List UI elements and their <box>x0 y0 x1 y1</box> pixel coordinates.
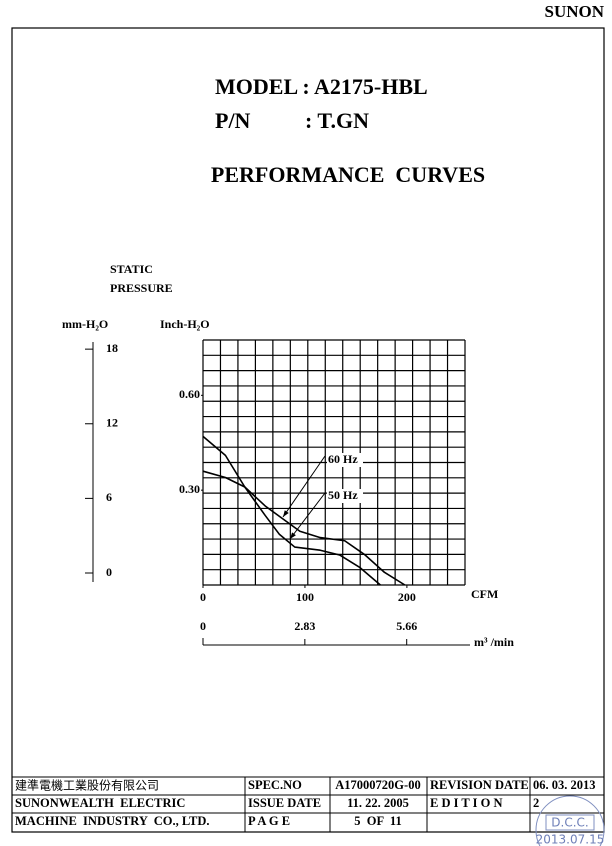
y-unit: Inch-H₂O <box>160 317 210 331</box>
x-tick-label: 200 <box>398 590 416 604</box>
x-tick-label: 0 <box>200 590 206 604</box>
y-label: STATIC <box>110 262 153 276</box>
page-title: PERFORMANCE CURVES <box>211 162 485 187</box>
model: MODEL : A2175-HBL <box>215 74 428 99</box>
footer-cell: 5 OF 11 <box>354 814 401 828</box>
footer-cell: SPEC.NO <box>248 778 302 792</box>
x2-label: m³ /min <box>474 635 514 649</box>
company: SUNONWEALTH ELECTRIC <box>15 796 185 810</box>
footer-cell: A17000720G-00 <box>335 778 420 792</box>
pn-label: P/N <box>215 108 251 133</box>
footer <box>12 776 604 832</box>
x-label: CFM <box>471 587 498 601</box>
footer-cell: P A G E <box>248 814 290 828</box>
pn: : T.GN <box>305 108 369 133</box>
footer-cell: 2 <box>533 796 539 810</box>
x2-tick-label: 0 <box>200 619 206 633</box>
series-line <box>202 470 381 586</box>
footer-cell: 11. 22. 2005 <box>347 796 409 810</box>
y-tick-label: 0.60 <box>179 387 200 401</box>
arrow-head <box>290 532 296 539</box>
stamp <box>535 795 605 846</box>
footer-cell: ISSUE DATE <box>248 796 321 810</box>
stamp-box <box>545 814 595 831</box>
frame <box>11 27 605 833</box>
label-bg <box>327 489 363 503</box>
label-arrow <box>282 455 326 518</box>
y2-tick-label: 0 <box>106 565 112 579</box>
y-tick-label: 0.30 <box>179 482 200 496</box>
y2-tick-label: 18 <box>106 341 118 355</box>
x-tick-label: 100 <box>296 590 314 604</box>
series-label: 60 Hz <box>328 452 358 466</box>
label-arrow <box>289 492 326 540</box>
stamp-date: 2013.07.15 <box>536 833 605 846</box>
footer-cell: 06. 03. 2013 <box>533 778 596 792</box>
series-label: 50 Hz <box>328 488 358 502</box>
y2-tick-label: 6 <box>106 490 112 504</box>
stamp-ring <box>535 795 605 846</box>
company: 建準電機工業股份有限公司 <box>15 778 159 793</box>
series-line <box>202 435 406 586</box>
x2-tick-label: 2.83 <box>294 619 315 633</box>
arrow-head <box>283 510 289 517</box>
stamp-label: D.C.C. <box>551 816 588 830</box>
footer-cell: E D I T I O N <box>430 796 502 810</box>
y-label: PRESSURE <box>110 281 173 295</box>
x2-tick-label: 5.66 <box>396 619 417 633</box>
label-bg <box>327 453 363 467</box>
y2-tick-label: 12 <box>106 416 118 430</box>
y2-unit: mm-H₂O <box>62 317 108 331</box>
company: MACHINE INDUSTRY CO., LTD. <box>15 814 210 828</box>
brand: SUNON <box>544 2 604 21</box>
footer-cell: REVISION DATE <box>430 778 529 792</box>
